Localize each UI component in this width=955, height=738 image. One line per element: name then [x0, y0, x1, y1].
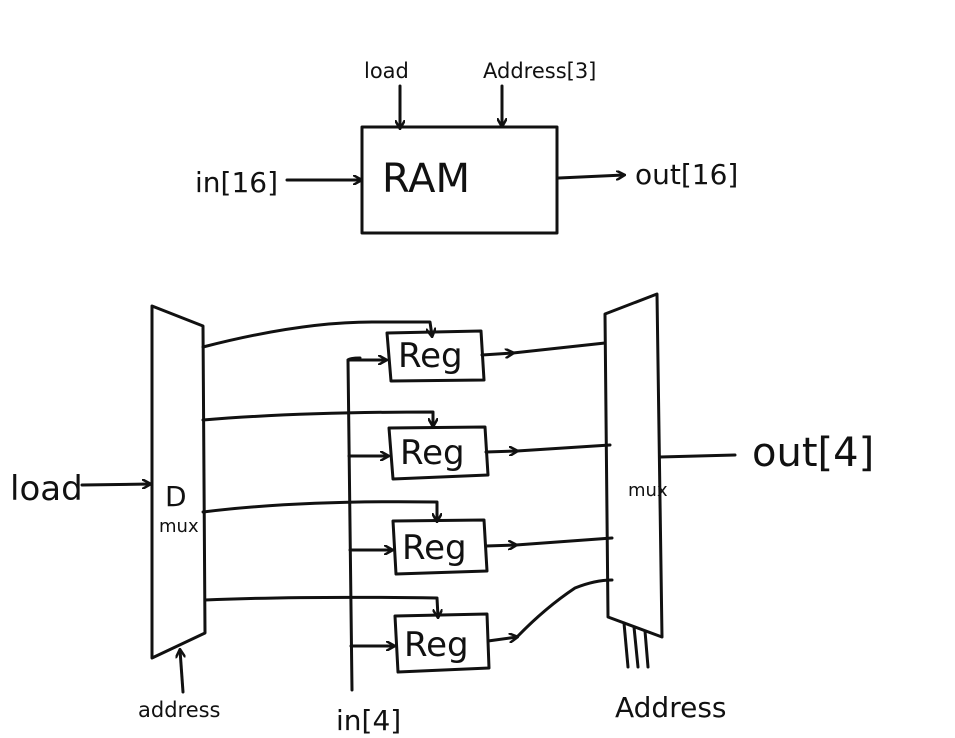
reg-out-wire-2	[515, 443, 612, 453]
mux-address-line-1	[622, 621, 630, 669]
mux-address-label: Address	[615, 691, 727, 724]
mux-shape	[603, 292, 664, 639]
register-label-1: Reg	[398, 336, 463, 376]
reg-out-wire-4	[515, 578, 614, 639]
register-box-1	[385, 329, 486, 383]
reg-out-arrow-3	[484, 545, 516, 546]
ram-input-label: in[16]	[195, 166, 278, 199]
mux-address-line-2	[632, 625, 640, 669]
input-bus-label: in[4]	[336, 704, 401, 737]
ram-output-arrow	[557, 175, 624, 178]
ram-top-group: RAM load Address[3] in[16] out[16]	[195, 59, 738, 235]
register-label-4: Reg	[404, 625, 469, 665]
reg-out-arrow-1	[480, 353, 513, 355]
register-label-3: Reg	[402, 528, 467, 568]
ram-address-label: Address[3]	[483, 59, 596, 83]
input-bus	[346, 356, 362, 692]
reg-out-arrow-4	[486, 637, 517, 641]
register-box-4	[393, 612, 491, 674]
mux-label: mux	[628, 480, 668, 501]
dmux-out-wire-4	[203, 595, 438, 617]
mux-address-line-3	[643, 629, 650, 669]
dmux-label-mux: mux	[159, 516, 199, 537]
reg-out-wire-1	[511, 341, 607, 355]
load-label: load	[10, 469, 83, 509]
dmux-out-wire-3	[201, 500, 437, 521]
mux-output-label: out[4]	[752, 430, 874, 476]
ram-load-label: load	[364, 59, 409, 83]
dmux-label-d: D	[165, 480, 187, 513]
load-arrow	[80, 484, 150, 485]
mux-output-wire	[658, 453, 737, 459]
reg-out-arrow-2	[484, 451, 517, 452]
dmux-shape	[150, 304, 207, 660]
bottom-circuit-group: D mux load address Reg Reg Reg Reg in[4]	[10, 292, 874, 737]
register-box-3	[391, 518, 489, 576]
ram-box-label: RAM	[382, 156, 470, 202]
dmux-address-arrow	[180, 650, 183, 694]
dmux-out-wire-2	[201, 410, 433, 426]
dmux-out-wire-1	[201, 320, 432, 349]
reg-out-wire-3	[514, 536, 614, 547]
ram-output-label: out[16]	[635, 158, 738, 191]
dmux-address-label: address	[138, 698, 221, 722]
register-box-2	[387, 425, 490, 481]
register-label-2: Reg	[400, 433, 465, 473]
